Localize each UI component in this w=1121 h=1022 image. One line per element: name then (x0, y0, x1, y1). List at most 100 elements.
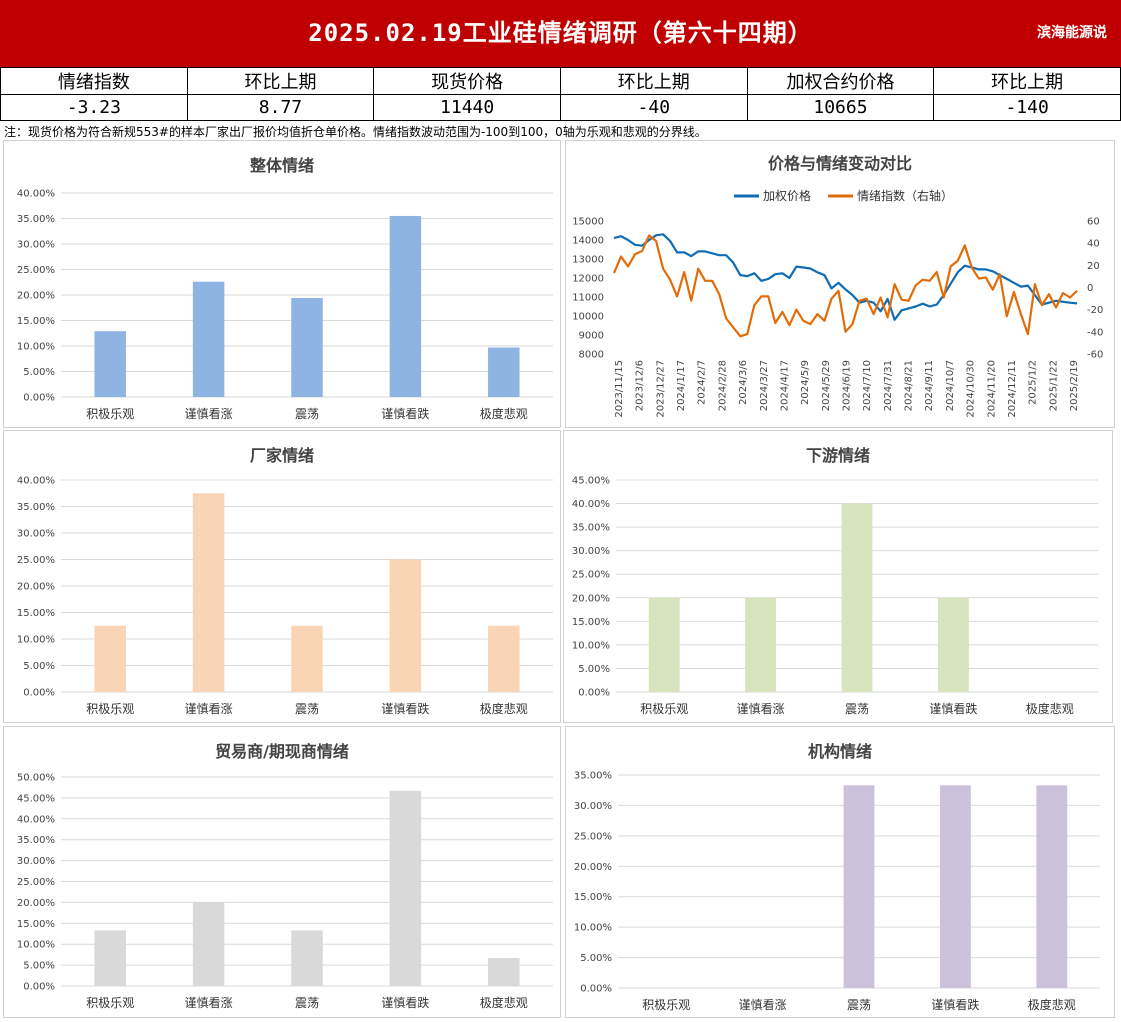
downstream-sentiment-chart: 下游情绪 0.00% 5.00% 10.00% 15.00% 20.00% 25.00% 30… (572, 446, 1098, 716)
producer-sentiment-chart: 厂家情绪 0.00% 5.00% 10.00% 15.00% 20.00% 25.00% 30… (17, 446, 553, 716)
bar (94, 930, 126, 986)
chart-title: 厂家情绪 (250, 446, 314, 465)
left-axis-tick: 9000 (579, 331, 604, 342)
y-tick-label: 15.00% (574, 892, 612, 903)
trader-sentiment-panel: 贸易商/期现商情绪 0.00% 5.00% 10.00% 15.00% 20.00% 25.… (3, 726, 561, 1018)
left-axis-tick: 11000 (572, 293, 604, 304)
bar (648, 597, 680, 692)
x-tick-label: 2024/7/31 (883, 360, 894, 411)
y-tick-label: 15.00% (17, 316, 55, 327)
y-tick-label: 40.00% (17, 189, 55, 200)
y-tick-label: 10.00% (572, 640, 610, 651)
right-axis-tick: 0 (1087, 283, 1093, 294)
right-axis-tick: -60 (1087, 350, 1103, 361)
x-tick-label: 2024/7/10 (862, 360, 873, 411)
chart-title: 下游情绪 (806, 446, 870, 465)
left-axis-tick: 12000 (572, 274, 604, 285)
bar (291, 298, 323, 397)
bar (745, 597, 777, 692)
y-tick-label: 5.00% (23, 661, 55, 672)
y-tick-label: 35.00% (574, 771, 612, 782)
right-axis-tick: 20 (1087, 261, 1100, 272)
chart-title: 贸易商/期现商情绪 (215, 742, 349, 761)
y-tick-label: 40.00% (17, 476, 55, 487)
sentiment-line (612, 234, 1078, 338)
y-tick-label: 0.00% (578, 688, 610, 699)
x-tick-label: 2024/1/17 (676, 360, 687, 411)
y-tick-label: 0.00% (23, 688, 55, 699)
y-tick-label: 25.00% (17, 555, 55, 566)
summary-label-spot-price: 现货价格 (373, 67, 561, 95)
category-label: 积极乐观 (86, 702, 134, 716)
category-label: 震荡 (847, 998, 871, 1012)
price-sentiment-panel: 价格与情绪变动对比 加权价格 情绪指数（右轴） 8000 9000 10000 11000 1… (565, 140, 1115, 428)
category-label: 极度悲观 (1026, 701, 1074, 716)
y-tick-label: 30.00% (17, 240, 55, 251)
bar (843, 785, 875, 988)
y-tick-label: 20.00% (17, 291, 55, 302)
downstream-sentiment-panel: 下游情绪 0.00% 5.00% 10.00% 15.00% 20.00% 25.00% 30… (563, 430, 1113, 723)
x-tick-label: 2025/1/22 (1048, 360, 1059, 411)
category-label: 谨慎看跌 (381, 406, 429, 421)
category-label: 极度悲观 (480, 995, 528, 1010)
x-tick-label: 2024/10/30 (966, 360, 977, 418)
y-tick-label: 5.00% (23, 367, 55, 378)
y-tick-label: 5.00% (580, 953, 612, 964)
y-tick-label: 10.00% (17, 940, 55, 951)
chart-title: 机构情绪 (808, 742, 872, 761)
header-banner: 2025.02.19工业硅情绪调研（第六十四期） 滨海能源说 (0, 0, 1121, 67)
x-tick-label: 2024/4/17 (779, 360, 790, 411)
bar (937, 597, 969, 692)
category-label: 震荡 (295, 407, 319, 421)
bar (192, 902, 225, 986)
bar (192, 493, 225, 692)
summary-value-row: -3.23 8.77 11440 -40 10665 -140 (0, 94, 1121, 121)
brand-label: 滨海能源说 (1037, 25, 1107, 41)
bar (192, 281, 225, 397)
x-tick-label: 2024/2/28 (717, 360, 728, 411)
y-tick-label: 20.00% (572, 593, 610, 604)
methodology-note: 注：现货价格为符合新规553#的样本厂家出厂报价均值折仓单价格。情绪指数波动范围… (4, 125, 707, 139)
summary-label-weighted-price: 加权合约价格 (746, 67, 935, 95)
category-label: 积极乐观 (642, 998, 690, 1012)
left-axis-tick: 8000 (579, 350, 604, 361)
y-tick-label: 10.00% (17, 342, 55, 353)
overall-sentiment-chart: 整体情绪 0.00% 5.00% 10.00% 15.00% 20.00% 25.00% 30… (17, 156, 553, 421)
y-tick-label: 40.00% (572, 499, 610, 510)
y-tick-label: 35.00% (572, 523, 610, 534)
summary-label-sentiment-index: 情绪指数 (0, 67, 188, 95)
category-label: 谨慎看涨 (185, 701, 233, 716)
y-tick-label: 30.00% (572, 546, 610, 557)
category-label: 震荡 (845, 702, 869, 716)
x-tick-label: 2024/5/9 (800, 360, 811, 405)
category-label: 谨慎看跌 (381, 701, 429, 716)
producer-sentiment-panel: 厂家情绪 0.00% 5.00% 10.00% 15.00% 20.00% 25.00% 30… (3, 430, 561, 723)
y-tick-label: 25.00% (17, 265, 55, 276)
summary-label-spot-change: 环比上期 (559, 67, 748, 95)
right-axis-tick: 40 (1087, 239, 1100, 250)
y-tick-label: 15.00% (17, 608, 55, 619)
y-tick-label: 25.00% (17, 877, 55, 888)
bar (291, 930, 323, 986)
x-tick-label: 2023/12/27 (655, 360, 666, 418)
legend-label-sentiment: 情绪指数（右轴） (857, 188, 953, 203)
summary-value-weighted-change: -140 (933, 94, 1121, 121)
chart-title: 价格与情绪变动对比 (768, 154, 912, 173)
overall-sentiment-panel: 整体情绪 0.00% 5.00% 10.00% 15.00% 20.00% 25.00% 30… (3, 140, 561, 428)
y-tick-label: 20.00% (17, 898, 55, 909)
y-tick-label: 20.00% (17, 582, 55, 593)
y-tick-label: 0.00% (23, 982, 55, 993)
y-tick-label: 0.00% (580, 984, 612, 995)
bar (94, 625, 126, 692)
summary-header-row: 情绪指数 环比上期 现货价格 环比上期 加权合约价格 环比上期 (0, 67, 1121, 95)
category-label: 震荡 (295, 702, 319, 716)
institution-sentiment-panel: 机构情绪 0.00% 5.00% 10.00% 15.00% 20.00% 25.00% 30… (565, 726, 1115, 1018)
left-axis-tick: 14000 (572, 236, 604, 247)
y-tick-label: 10.00% (574, 923, 612, 934)
y-tick-label: 30.00% (17, 856, 55, 867)
left-axis-tick: 15000 (572, 217, 604, 228)
summary-label-sentiment-change: 环比上期 (186, 67, 375, 95)
y-tick-label: 40.00% (17, 814, 55, 825)
category-label: 谨慎看涨 (739, 997, 787, 1012)
category-label: 谨慎看涨 (185, 406, 233, 421)
